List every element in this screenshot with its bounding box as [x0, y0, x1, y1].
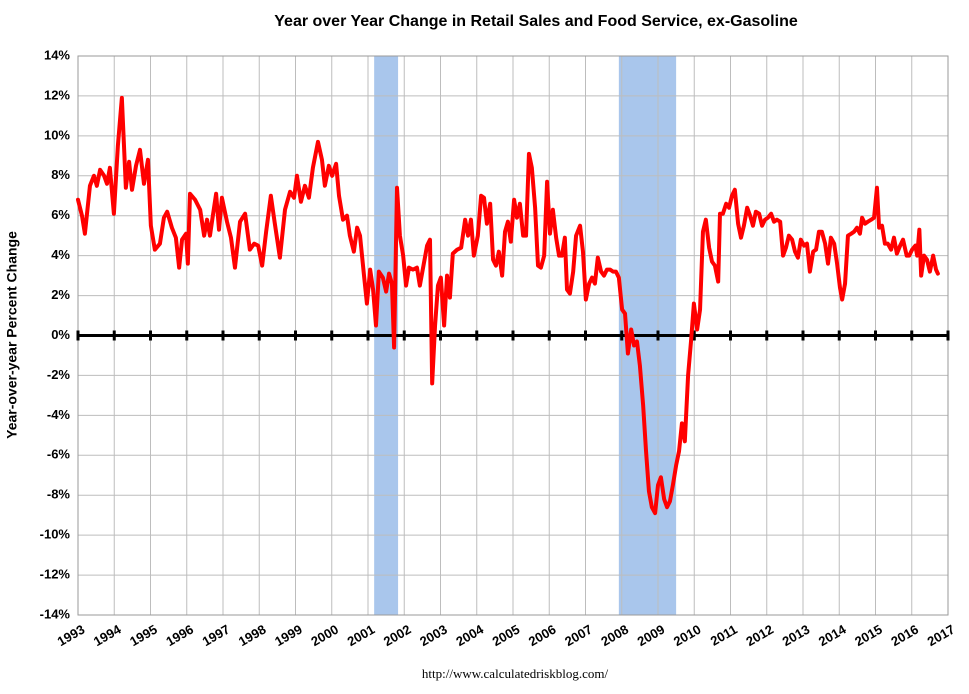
y-tick-label: 4% — [51, 247, 70, 262]
data-line — [76, 95, 940, 516]
y-tick-label: 14% — [44, 47, 70, 62]
chart-title: Year over Year Change in Retail Sales an… — [274, 13, 798, 30]
y-axis-label: Year-over-year Percent Change — [4, 231, 20, 439]
y-tick-label: -4% — [47, 407, 71, 422]
y-tick-label: -6% — [47, 447, 71, 462]
y-tick-label: -2% — [47, 367, 71, 382]
y-tick-label: -14% — [40, 606, 71, 621]
y-tick-label: 12% — [44, 87, 70, 102]
y-tick-label: 8% — [51, 167, 70, 182]
y-tick-label: 2% — [51, 287, 70, 302]
y-tick-label: -8% — [47, 487, 71, 502]
y-tick-label: 10% — [44, 127, 70, 142]
y-tick-label: -10% — [40, 527, 71, 542]
source-note: http://www.calculatedriskblog.com/ — [422, 666, 609, 681]
y-tick-label: -12% — [40, 567, 71, 582]
y-tick-label: 0% — [51, 327, 70, 342]
y-tick-label: 6% — [51, 207, 70, 222]
